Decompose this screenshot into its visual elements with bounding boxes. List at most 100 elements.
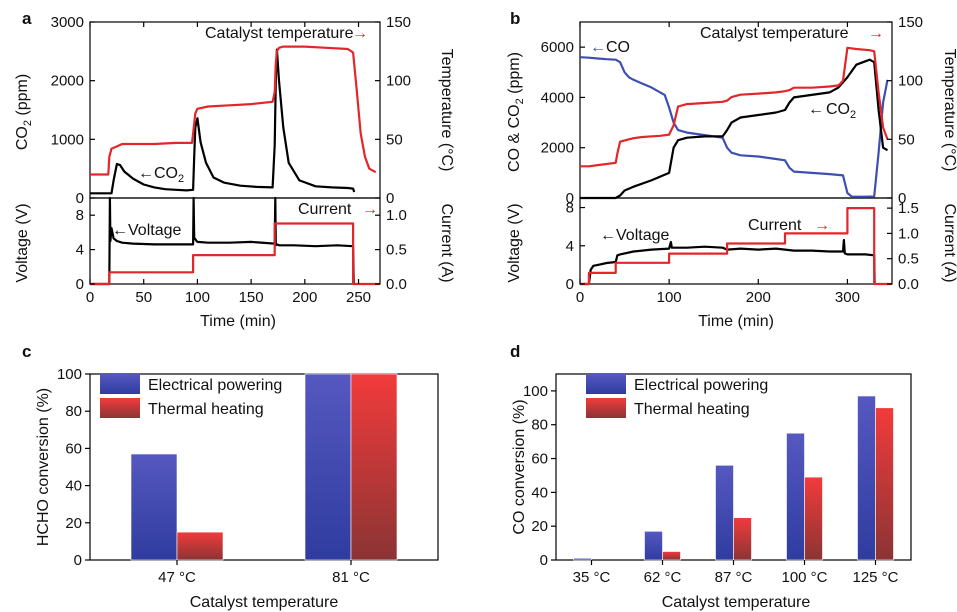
y-left-tick-label: 6000 bbox=[541, 39, 574, 56]
d-bar-electrical-2 bbox=[715, 464, 734, 561]
c-bar-electrical-1 bbox=[304, 373, 352, 561]
panel-b-top-series bbox=[579, 46, 889, 200]
y-tick-label: 60 bbox=[531, 451, 548, 468]
panel-a-voltage-arrow: ← bbox=[112, 222, 128, 239]
panel-b-ylabel-voltage: Voltage (V) bbox=[506, 203, 523, 282]
y-tick-label: 20 bbox=[65, 515, 82, 532]
panel-b-temp-arrow: → bbox=[868, 25, 884, 42]
panel-b-current-annotation: Current bbox=[748, 217, 802, 234]
d-bar-electrical-4 bbox=[857, 395, 876, 561]
panel-b-co2-arrow: ← bbox=[808, 101, 824, 118]
panel-b-bottom-frame bbox=[579, 197, 893, 285]
y-tick-label: 0 bbox=[540, 552, 548, 569]
panel-b-voltage-arrow: ← bbox=[600, 227, 616, 244]
panel-a-ylabel-co2: CO2 (ppm) bbox=[14, 74, 34, 150]
panel-d-ylabel: CO conversion (%) bbox=[511, 399, 528, 534]
panel-b-voltage-annotation: Voltage bbox=[616, 227, 669, 244]
y-tick-label: 100 bbox=[57, 366, 82, 383]
panel-a-ylabel-temp: Temperature (°C) bbox=[438, 49, 455, 172]
a-bottom-series-black bbox=[90, 196, 355, 286]
y-left-tick-label: 8 bbox=[76, 207, 84, 224]
panel-b-ticks: 0 100 200 300 0 2000 4000 6000 0 50 100 150 0 4 8 0.0 0.… bbox=[541, 14, 923, 306]
y-tick-label: 80 bbox=[65, 403, 82, 420]
x-tick-label: 150 bbox=[239, 289, 264, 306]
panel-b-ylabel-temp: Temperature (°C) bbox=[941, 49, 957, 172]
a-top-series-red bbox=[90, 45, 377, 176]
legend-label-thermal: Thermal heating bbox=[634, 401, 750, 418]
panel-b-current-arrow: → bbox=[814, 217, 830, 234]
y-right-tick-label: 50 bbox=[386, 131, 403, 148]
panel-c-bars bbox=[130, 373, 398, 561]
panel-a-ylabel-current: Current (A) bbox=[438, 203, 455, 282]
panel-a-top-series bbox=[90, 45, 377, 195]
x-tick-label: 35 °C bbox=[573, 569, 611, 586]
panel-c-legend: Electrical powering Thermal heating bbox=[100, 374, 282, 418]
panel-d-ticks: 35 °C 62 °C 87 °C 100 °C 125 °C 0 20 40 60 80 100 bbox=[523, 383, 899, 586]
y-left-tick-label: 4 bbox=[566, 238, 574, 255]
panel-c-xlabel: Catalyst temperature bbox=[190, 594, 339, 611]
x-tick-label: 47 °C bbox=[158, 569, 196, 586]
x-tick-label: 62 °C bbox=[644, 569, 682, 586]
panel-a-xlabel: Time (min) bbox=[200, 313, 276, 330]
panel-a-bottom-series bbox=[90, 196, 380, 286]
x-tick-label: 200 bbox=[292, 289, 317, 306]
panel-a-ylabel-voltage: Voltage (V) bbox=[14, 203, 31, 282]
panel-b: b 0 100 200 300 0 2000 4000 6000 0 50 100 150 0 4 8 0.0… bbox=[506, 9, 957, 330]
x-tick-label: 200 bbox=[746, 289, 771, 306]
panel-b-ylabel-co-co2: CO & CO2 (ppm) bbox=[506, 52, 526, 172]
d-bar-electrical-0 bbox=[573, 557, 592, 561]
panel-a-temp-annotation: Catalyst temperature bbox=[205, 25, 354, 42]
y-tick-label: 40 bbox=[531, 484, 548, 501]
d-bar-thermal-4 bbox=[875, 407, 894, 561]
y-right-tick-label: 0.5 bbox=[386, 242, 407, 259]
panel-b-temp-annotation: Catalyst temperature bbox=[700, 25, 849, 42]
d-bar-electrical-3 bbox=[786, 432, 805, 561]
y-right-tick-label: 50 bbox=[898, 131, 915, 148]
y-tick-label: 0 bbox=[74, 552, 82, 569]
panel-b-co2-annotation: CO2 bbox=[826, 101, 856, 121]
panel-b-co-annotation: CO bbox=[606, 39, 630, 56]
y-right-tick-label: 0.0 bbox=[386, 276, 407, 293]
c-bar-thermal-1 bbox=[350, 373, 398, 561]
y-right-tick-label: 100 bbox=[898, 73, 923, 90]
panel-a-ticks: 0 50 100 150 200 250 0 1000 2000 3000 0 50 100 150 0 4 8… bbox=[51, 14, 411, 306]
y-tick-label: 40 bbox=[65, 478, 82, 495]
y-tick-label: 100 bbox=[523, 383, 548, 400]
panel-c-frame bbox=[89, 373, 439, 561]
panel-d: d 35 °C 62 °C 87 °C 100 °C 125 °C 0 20 40 60 80 10… bbox=[510, 342, 912, 611]
d-bar-electrical-1 bbox=[644, 530, 663, 561]
panel-d-bars bbox=[573, 395, 894, 561]
legend-label-electrical: Electrical powering bbox=[148, 377, 282, 394]
panel-b-bottom-series bbox=[580, 207, 892, 286]
panel-a: a 0 50 100 150 200 25001000200030000501001500… bbox=[14, 9, 455, 330]
panel-c-ticks: 47 °C 81 °C 0 20 40 60 80 100 bbox=[57, 366, 370, 586]
panel-a-co2-arrow: ← bbox=[138, 165, 154, 182]
x-tick-label: 0 bbox=[576, 289, 584, 306]
legend-swatch-thermal bbox=[586, 398, 626, 418]
panel-b-label: b bbox=[510, 9, 520, 28]
y-right-tick-label: 1.0 bbox=[898, 225, 919, 242]
panel-a-co2-annotation: CO2 bbox=[154, 165, 184, 185]
d-bar-thermal-1 bbox=[662, 551, 681, 561]
b-top-series-blue bbox=[579, 56, 889, 198]
y-right-tick-label: 1.5 bbox=[898, 200, 919, 217]
y-tick-label: 80 bbox=[531, 417, 548, 434]
legend-swatch-electrical bbox=[586, 374, 626, 394]
legend-label-thermal: Thermal heating bbox=[148, 401, 264, 418]
b-top-series-red bbox=[580, 46, 889, 168]
y-left-tick-label: 2000 bbox=[541, 140, 574, 157]
y-left-tick-label: 2000 bbox=[51, 73, 84, 90]
panel-b-ylabel-current: Current (A) bbox=[941, 203, 957, 282]
c-bar-electrical-0 bbox=[130, 453, 178, 561]
panel-a-voltage-annotation: Voltage bbox=[128, 222, 181, 239]
y-left-tick-label: 3000 bbox=[51, 14, 84, 31]
y-left-tick-label: 0 bbox=[566, 190, 574, 207]
y-left-tick-label: 0 bbox=[566, 276, 574, 293]
panel-a-label: a bbox=[22, 9, 32, 28]
d-bar-thermal-3 bbox=[804, 476, 823, 561]
y-left-tick-label: 4000 bbox=[541, 89, 574, 106]
y-left-tick-label: 0 bbox=[76, 190, 84, 207]
panel-a-current-arrow: → bbox=[362, 201, 378, 218]
x-tick-label: 100 °C bbox=[781, 569, 827, 586]
